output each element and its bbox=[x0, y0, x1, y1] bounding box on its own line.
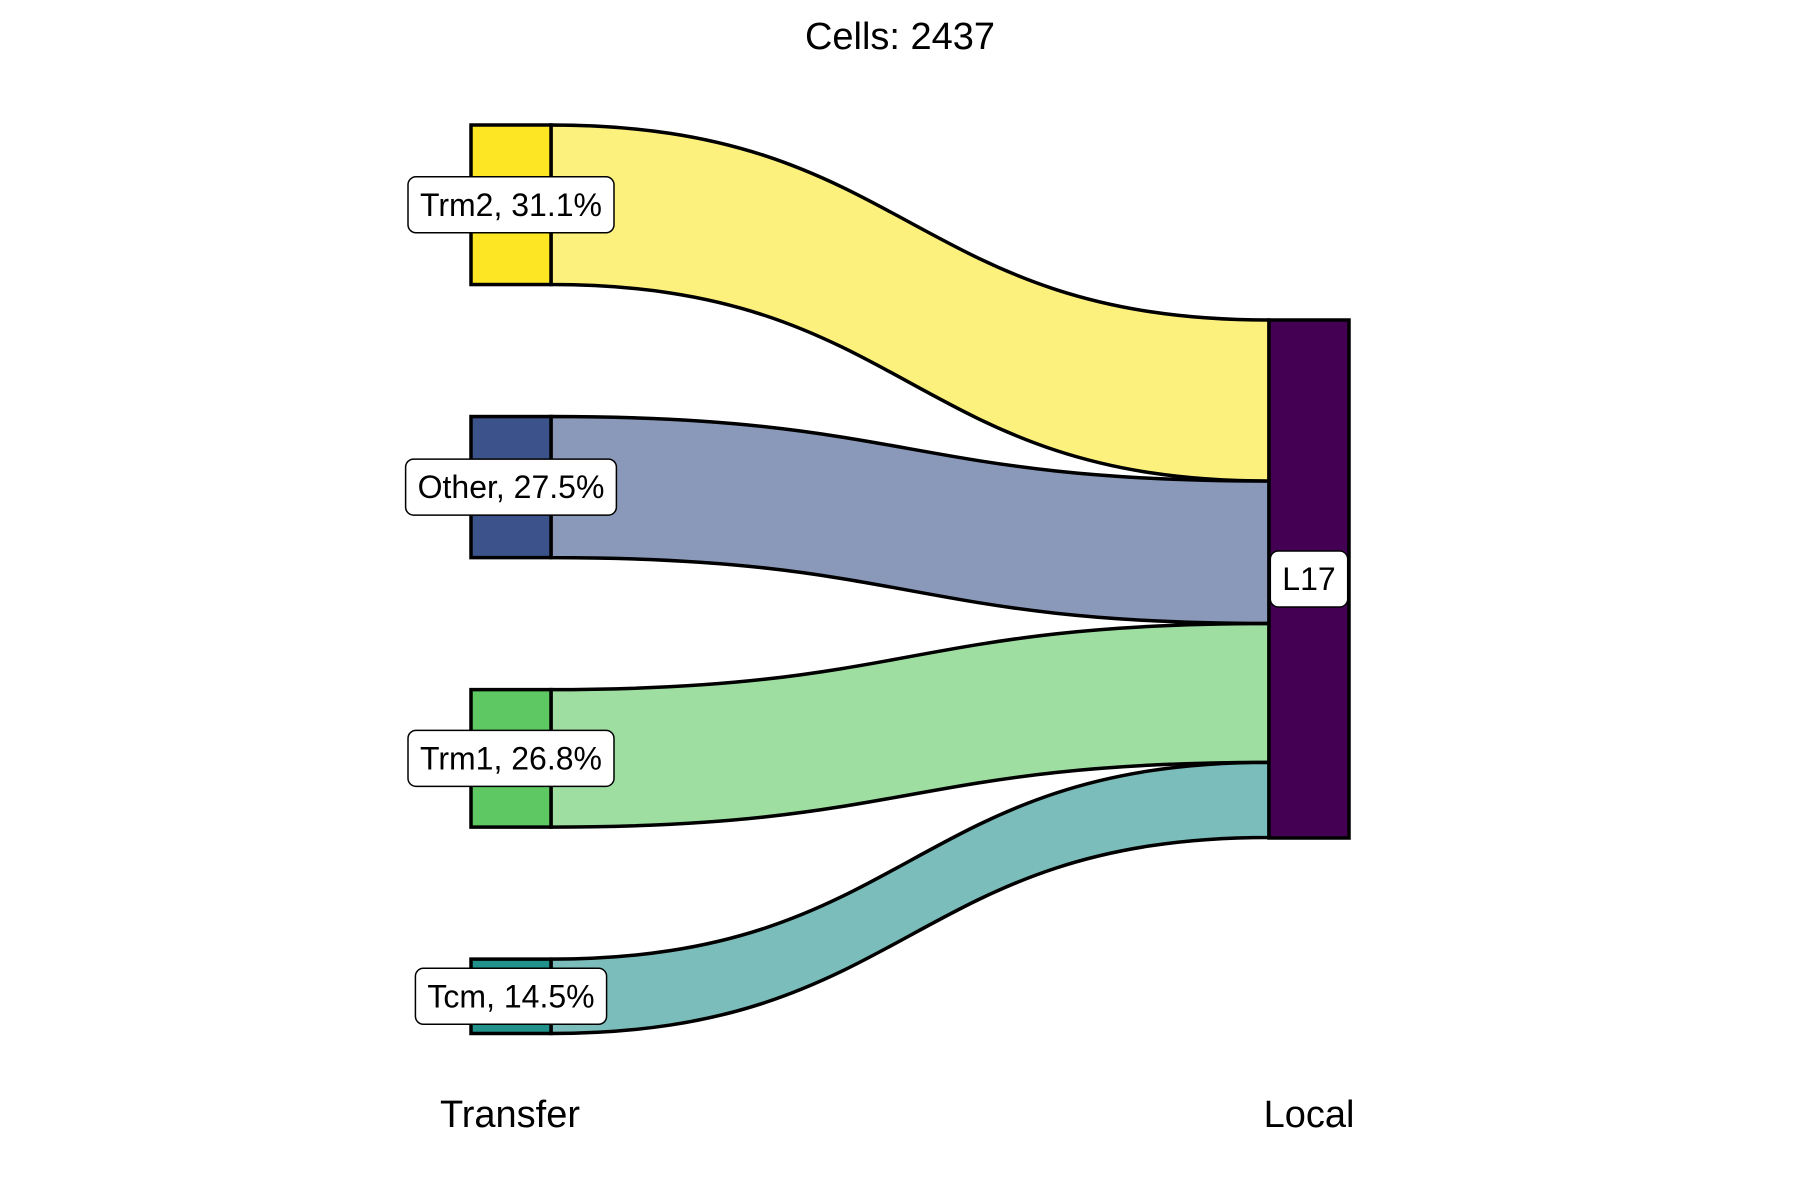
labels-layer: Trm2, 31.1% Other, 27.5% Trm1, 26.8% Tcm, 1… bbox=[404, 176, 1349, 1026]
label-trm2-text: Trm2, 31.1% bbox=[420, 187, 602, 223]
label-other-box bbox=[404, 458, 618, 516]
label-other: Other, 27.5% bbox=[404, 458, 618, 516]
label-tcm-box bbox=[414, 967, 608, 1026]
axis-label-local: Local bbox=[1264, 1094, 1355, 1136]
label-trm2: Trm2, 31.1% bbox=[407, 176, 615, 234]
label-l17-box bbox=[1269, 550, 1349, 608]
axis-label-transfer: Transfer bbox=[440, 1094, 580, 1136]
flows-layer bbox=[549, 123, 1271, 1036]
label-tcm: Tcm, 14.5% bbox=[414, 967, 608, 1026]
label-trm2-box bbox=[407, 176, 615, 234]
label-l17-text: L17 bbox=[1282, 561, 1335, 597]
label-l17: L17 bbox=[1269, 550, 1349, 608]
label-tcm-text: Tcm, 14.5% bbox=[427, 978, 594, 1014]
chart-title: Cells: 2437 bbox=[805, 16, 995, 58]
label-trm1: Trm1, 26.8% bbox=[407, 729, 615, 788]
label-trm1-text: Trm1, 26.8% bbox=[420, 740, 602, 776]
label-other-text: Other, 27.5% bbox=[418, 469, 605, 505]
label-trm1-box bbox=[407, 729, 615, 788]
